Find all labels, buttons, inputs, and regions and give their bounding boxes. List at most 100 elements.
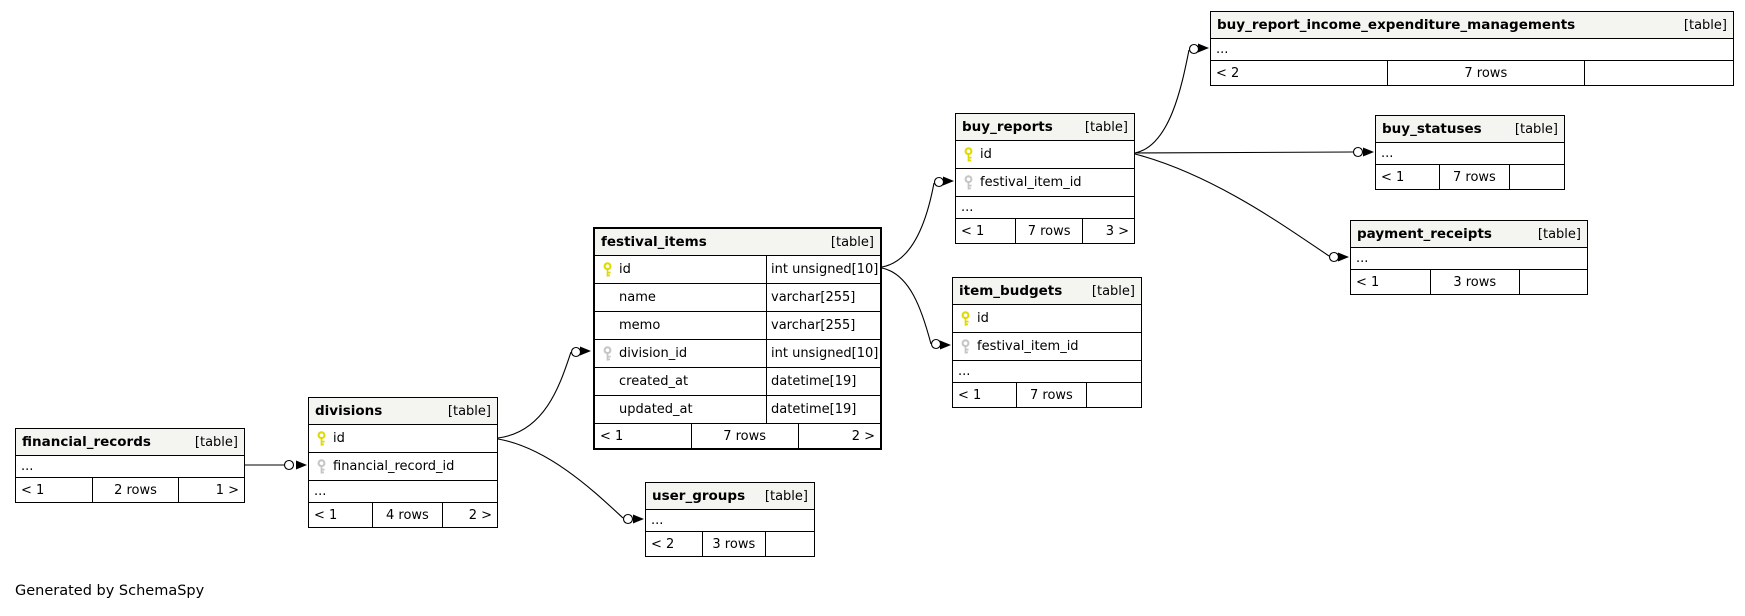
table-festival-items[interactable]: festival_items [table] id int unsigned[1…	[593, 227, 882, 450]
footer-row-count: 7 rows	[1388, 61, 1585, 85]
table-type-label: [table]	[1084, 119, 1128, 135]
edge-festival-items-to-buy-reports	[881, 176, 954, 268]
table-type-label: [table]	[1091, 283, 1135, 299]
footer-children-count: 2 >	[851, 428, 875, 444]
column-name: id	[619, 262, 631, 277]
footer-parents-count: < 1	[1351, 270, 1431, 294]
edge-festival-items-to-item-budgets	[881, 267, 951, 350]
footer-children-count	[1585, 61, 1733, 85]
generator-caption: Generated by SchemaSpy	[15, 583, 205, 599]
footer-children-count	[1510, 165, 1564, 189]
table-name: financial_records	[22, 434, 151, 450]
hidden-columns-ellipsis: ...	[646, 509, 814, 531]
hidden-columns-ellipsis: ...	[1376, 142, 1564, 164]
column-row-id: id int unsigned[10]	[595, 255, 880, 283]
hidden-columns-ellipsis: ...	[1211, 38, 1733, 60]
column-type: int unsigned[10]	[766, 340, 880, 367]
table-buy-statuses[interactable]: buy_statuses [table] ... < 1 7 rows	[1375, 115, 1565, 190]
table-footer: < 1 4 rows 2 >	[309, 502, 497, 527]
foreign-key-icon	[960, 338, 971, 355]
hidden-columns-ellipsis: ...	[1351, 247, 1587, 269]
footer-parents-count: < 1	[953, 383, 1017, 407]
hidden-columns-ellipsis: ...	[956, 196, 1134, 218]
edge-divisions-to-user-groups	[497, 438, 644, 525]
column-name: id	[980, 147, 992, 162]
column-row-id: id	[956, 140, 1134, 168]
edge-buy-reports-to-buy-report-income-expenditure-managements	[1134, 43, 1209, 154]
table-name: buy_report_income_expenditure_management…	[1217, 17, 1576, 33]
column-type: datetime[19]	[766, 368, 880, 395]
table-name: buy_statuses	[1382, 121, 1482, 137]
footer-children-count	[1087, 383, 1141, 407]
table-buy-report-income-expenditure-managements[interactable]: buy_report_income_expenditure_management…	[1210, 11, 1734, 86]
table-name: user_groups	[652, 488, 746, 504]
table-name: item_budgets	[959, 283, 1063, 299]
column-type: varchar[255]	[766, 312, 880, 339]
footer-children-count: 2 >	[468, 507, 492, 523]
foreign-key-icon	[316, 458, 327, 475]
footer-children-count: 3 >	[1105, 223, 1129, 239]
column-name: division_id	[619, 346, 688, 361]
column-type: int unsigned[10]	[766, 256, 880, 283]
table-header: financial_records [table]	[16, 429, 244, 455]
footer-parents-count: < 2	[1211, 61, 1388, 85]
table-payment-receipts[interactable]: payment_receipts [table] ... < 1 3 rows	[1350, 220, 1588, 295]
table-header: festival_items [table]	[595, 229, 880, 255]
table-header: divisions [table]	[309, 398, 497, 424]
footer-row-count: 7 rows	[692, 424, 799, 448]
table-divisions[interactable]: divisions [table] id financial_record_id…	[308, 397, 498, 528]
edge-buy-reports-to-payment-receipts	[1134, 153, 1349, 263]
footer-row-count: 3 rows	[1431, 270, 1520, 294]
column-name: memo	[619, 318, 661, 333]
table-name: buy_reports	[962, 119, 1053, 135]
footer-children-count: 1 >	[215, 482, 239, 498]
column-name: id	[977, 311, 989, 326]
table-footer: < 1 3 rows	[1351, 269, 1587, 294]
table-type-label: [table]	[1683, 17, 1727, 33]
column-name: festival_item_id	[977, 339, 1079, 354]
table-item-budgets[interactable]: item_budgets [table] id festival_item_id…	[952, 277, 1142, 408]
footer-parents-count: < 1	[956, 219, 1017, 243]
table-footer: < 2 7 rows	[1211, 60, 1733, 85]
column-name: updated_at	[619, 402, 693, 417]
column-row-id: id	[953, 304, 1141, 332]
table-header: buy_reports [table]	[956, 114, 1134, 140]
table-header: buy_report_income_expenditure_management…	[1211, 12, 1733, 38]
footer-parents-count: < 1	[16, 478, 94, 502]
table-header: payment_receipts [table]	[1351, 221, 1587, 247]
table-footer: < 1 7 rows 2 >	[595, 423, 880, 448]
edge-financial-records-to-divisions	[245, 459, 307, 471]
footer-parents-count: < 1	[1376, 165, 1440, 189]
table-header: item_budgets [table]	[953, 278, 1141, 304]
footer-row-count: 7 rows	[1017, 383, 1088, 407]
table-name: payment_receipts	[1357, 226, 1492, 242]
table-footer: < 1 7 rows 3 >	[956, 218, 1134, 243]
table-footer: < 1 7 rows	[1376, 164, 1564, 189]
column-type: varchar[255]	[766, 284, 880, 311]
column-row-financial-record-id: financial_record_id	[309, 452, 497, 480]
footer-row-count: 3 rows	[703, 532, 766, 556]
column-type: datetime[19]	[766, 396, 880, 423]
edge-buy-reports-to-buy-statuses	[1134, 146, 1374, 158]
table-user-groups[interactable]: user_groups [table] ... < 2 3 rows	[645, 482, 815, 557]
column-name: created_at	[619, 374, 689, 389]
table-type-label: [table]	[194, 434, 238, 450]
column-name: id	[333, 431, 345, 446]
column-row-created-at: created_at datetime[19]	[595, 367, 880, 395]
hidden-columns-ellipsis: ...	[309, 480, 497, 502]
primary-key-icon	[316, 430, 327, 447]
table-footer: < 1 2 rows 1 >	[16, 477, 244, 502]
column-name: name	[619, 290, 656, 305]
table-financial-records[interactable]: financial_records [table] ... < 1 2 rows…	[15, 428, 245, 503]
footer-parents-count: < 1	[309, 503, 373, 527]
table-footer: < 2 3 rows	[646, 531, 814, 556]
footer-row-count: 7 rows	[1016, 219, 1083, 243]
table-header: user_groups [table]	[646, 483, 814, 509]
table-buy-reports[interactable]: buy_reports [table] id festival_item_id …	[955, 113, 1135, 244]
column-row-memo: memo varchar[255]	[595, 311, 880, 339]
column-row-name: name varchar[255]	[595, 283, 880, 311]
hidden-columns-ellipsis: ...	[953, 360, 1141, 382]
column-row-festival-item-id: festival_item_id	[956, 168, 1134, 196]
footer-row-count: 2 rows	[93, 478, 179, 502]
